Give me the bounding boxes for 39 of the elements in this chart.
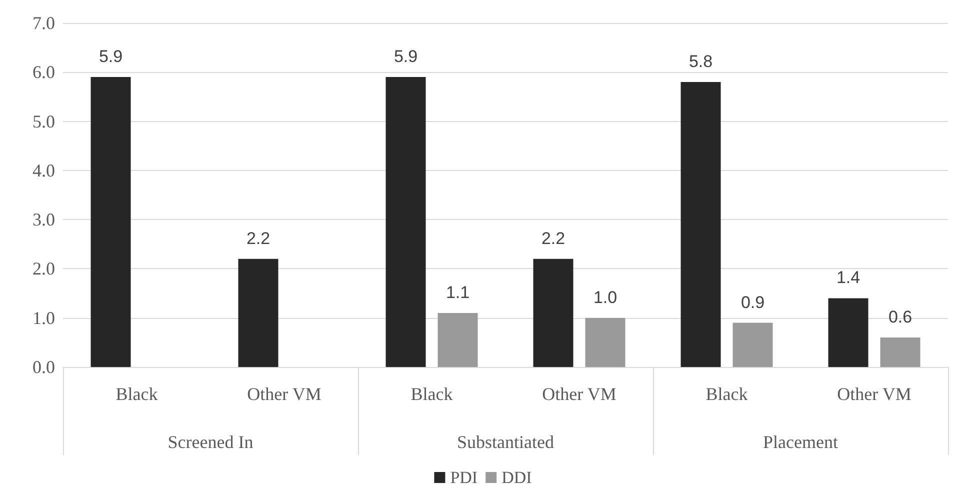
data-label: 5.9 [394,47,418,66]
bar [533,258,574,367]
x-tick-label: Black [410,384,453,404]
x-tick-label: Black [706,384,748,404]
y-tick-label: 0.0 [32,357,55,377]
y-tick-label: 2.0 [32,258,55,279]
x-tick-label: Black [116,384,158,404]
legend-label: PDI [450,468,478,487]
y-tick-label: 4.0 [32,160,55,180]
y-tick-label: 3.0 [32,210,55,230]
text: Substantiated [457,432,554,452]
text: Placement [763,432,838,452]
data-label: 5.9 [98,47,123,66]
text: Screened In [168,432,254,452]
x-tick-label: Other VM [837,384,912,404]
data-label: 1.0 [593,288,618,307]
data-label: 1.1 [446,282,470,302]
y-tick-label: 5.0 [32,111,55,132]
data-label: 5.8 [688,52,713,71]
bar [438,312,478,367]
data-label: 1.4 [836,268,860,288]
bar [238,258,278,367]
bar [732,322,773,367]
data-label: 0.9 [740,292,765,312]
y-tick-label: 1.0 [32,308,55,328]
bar [828,298,868,367]
bar [585,318,626,367]
x-tick-label: Other VM [542,384,616,404]
bar [880,338,920,367]
bar [386,77,426,367]
legend-label: DDI [502,468,532,487]
data-label: 2.2 [246,228,270,248]
y-tick-label: 6.0 [32,62,55,82]
x-tick-label: Other VM [247,384,322,404]
data-label: 0.6 [888,308,912,327]
bar [680,82,721,367]
data-label: 2.2 [541,228,566,248]
bar [90,77,131,367]
y-tick-label: 7.0 [32,13,55,33]
